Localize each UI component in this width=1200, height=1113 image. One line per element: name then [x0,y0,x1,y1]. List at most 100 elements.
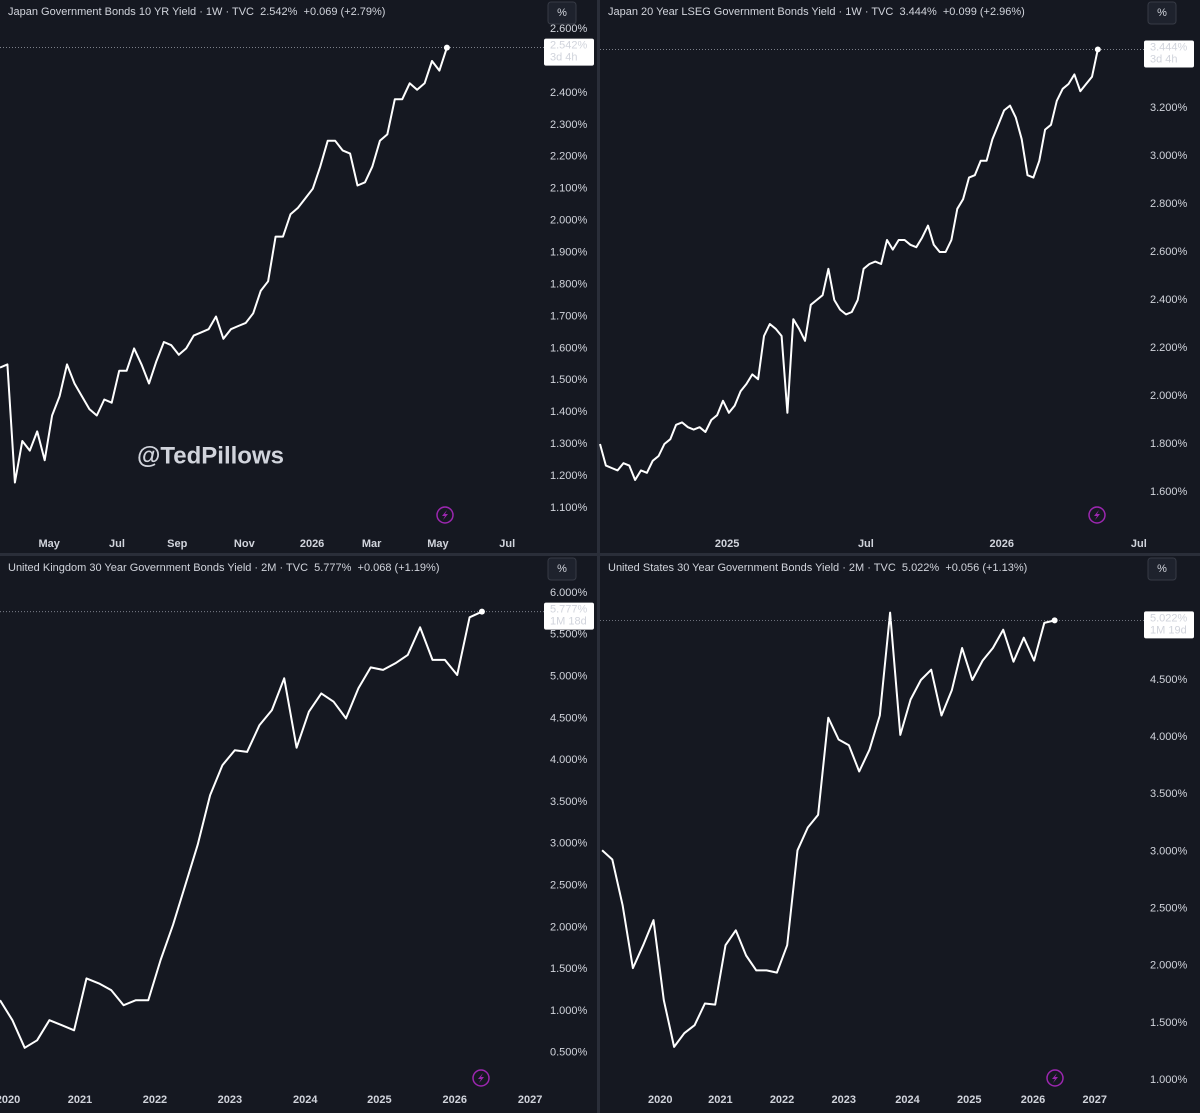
unit-button [547,557,577,581]
x-tick-label: 2023 [218,1094,242,1106]
last-point [443,44,450,51]
y-tick-label: 2.200% [1150,342,1188,354]
y-tick-label: 3.000% [550,838,588,850]
last-value-box [1144,40,1194,68]
y-tick-label: 2.500% [550,880,588,892]
y-tick-label: 1.800% [1150,438,1188,450]
y-tick-label: 3.500% [1150,788,1188,800]
y-tick-label: 1.600% [1150,486,1188,498]
x-tick-label: 2026 [1021,1094,1045,1106]
y-tick-label: 2.100% [550,183,588,195]
x-tick-label: 2023 [832,1094,856,1106]
bolt-icon-glyph [1052,1073,1058,1083]
y-tick-label: 5.000% [550,671,588,683]
unit-button [1147,557,1177,581]
x-tick-label: 2026 [990,538,1014,550]
x-tick-label: Nov [234,538,256,550]
y-tick-label: 1.800% [550,278,588,290]
x-tick-label: 2027 [1083,1094,1107,1106]
y-tick-label: 2.600% [1150,246,1188,258]
y-tick-label: 3.000% [1150,150,1188,162]
y-tick-label: 2.600% [550,23,588,35]
watermark: @TedPillows [137,442,284,469]
x-tick-label: 2026 [442,1094,466,1106]
x-tick-label: 2021 [708,1094,732,1106]
last-point [1094,46,1101,53]
y-tick-label: 1.000% [550,1005,588,1017]
unit-button [1147,1,1177,25]
last-value-label: 3.444% [1150,41,1188,53]
x-tick-label: 2027 [518,1094,542,1106]
x-tick-label: 2024 [895,1094,920,1106]
x-tick-label: 2020 [648,1094,672,1106]
chart-panel: 0.500% 1.000% 1.500% 2.000% 2.500% 3.000% 3.50… [0,557,594,1106]
line-series [599,49,1099,481]
y-tick-label: 2.200% [550,151,588,163]
line-series [0,47,448,484]
x-tick-label: 2026 [300,538,324,550]
chart-panel: 1.600% 1.800% 2.000% 2.200% 2.400% 2.600% 2.80… [599,1,1194,550]
y-tick-label: 2.400% [1150,294,1188,306]
y-tick-label: 2.400% [550,87,588,99]
line-series [0,610,483,1049]
y-tick-label: 3.500% [550,796,588,808]
y-tick-label: 1.500% [550,963,588,975]
y-tick-label: 2.300% [550,119,588,131]
y-tick-label: 2.000% [1150,960,1188,972]
horizontal-divider [0,553,1200,556]
x-tick-label: May [427,538,449,550]
y-tick-label: 2.000% [550,921,588,933]
countdown-label: 3d 4h [550,51,578,63]
line-series [601,611,1055,1048]
y-tick-label: 1.700% [550,310,588,322]
x-tick-label: 2021 [68,1094,92,1106]
chart-panel: 1.100% 1.200% 1.300% 1.400% 1.500% 1.600% 1.70… [0,1,594,550]
x-tick-label: Jul [858,538,874,550]
y-tick-label: 2.000% [1150,390,1188,402]
countdown-label: 1M 18d [550,616,587,628]
y-tick-label: 3.000% [1150,845,1188,857]
x-tick-label: 2024 [293,1094,318,1106]
x-tick-label: Jul [109,538,125,550]
x-tick-label: Jul [499,538,515,550]
x-tick-label: May [38,538,60,550]
last-value-box [544,602,594,630]
y-tick-label: 6.000% [550,587,588,599]
x-tick-label: Mar [362,538,382,550]
y-tick-label: 3.200% [1150,102,1188,114]
last-value-box [544,38,594,66]
unit-button-label: % [557,563,567,575]
y-tick-label: 4.000% [1150,731,1188,743]
y-tick-label: 4.500% [550,712,588,724]
y-tick-label: 4.000% [550,754,588,766]
chart-title: Japan 20 Year LSEG Government Bonds Yiel… [608,6,1025,18]
unit-button [547,1,577,25]
x-tick-label: 2025 [367,1094,391,1106]
bolt-icon-glyph [478,1073,484,1083]
x-tick-label: Sep [167,538,187,550]
x-tick-label: 2022 [143,1094,167,1106]
unit-button-label: % [557,7,567,19]
y-tick-label: 0.500% [550,1047,588,1059]
y-tick-label: 1.000% [1150,1074,1188,1086]
last-value-label: 5.777% [550,604,588,616]
y-tick-label: 2.800% [1150,198,1188,210]
vertical-divider [597,0,600,1113]
countdown-label: 1M 19d [1150,624,1187,636]
x-tick-label: 2020 [0,1094,20,1106]
bolt-icon [436,506,454,524]
y-tick-label: 1.200% [550,470,588,482]
y-tick-label: 1.500% [550,374,588,386]
y-tick-label: 1.600% [550,342,588,354]
y-tick-label: 1.900% [550,247,588,259]
y-tick-label: 2.000% [550,215,588,227]
bolt-icon [1088,506,1106,524]
chart-title: United States 30 Year Government Bonds Y… [608,562,1027,574]
y-tick-label: 4.500% [1150,674,1188,686]
last-point [478,608,485,615]
y-tick-label: 1.100% [550,502,588,514]
bolt-icon-glyph [1094,510,1100,520]
bolt-icon [472,1069,490,1087]
